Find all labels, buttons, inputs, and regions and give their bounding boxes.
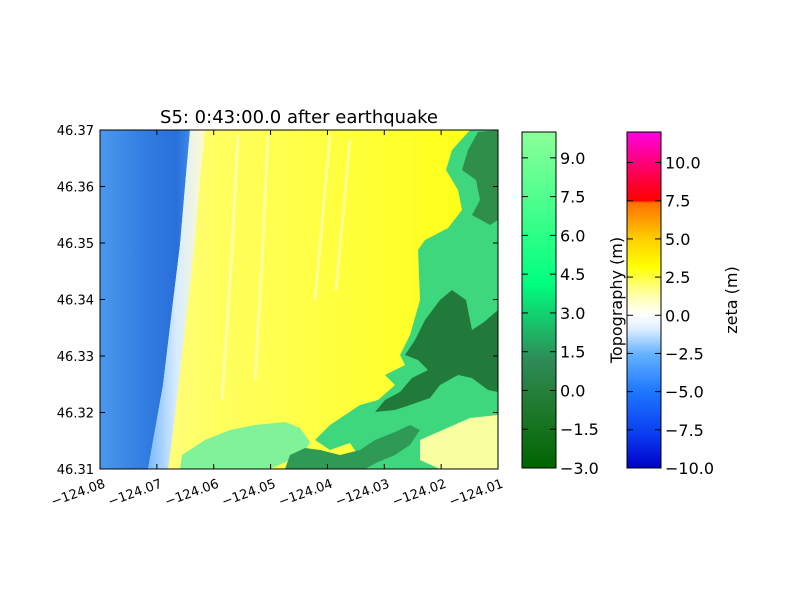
colorbar-tick-label: 6.0 — [560, 226, 585, 245]
zeta-colorbar-ramp — [626, 131, 662, 469]
x-tick-label: −124.07 — [106, 477, 164, 510]
topography-colorbar-label: Topography (m) — [607, 237, 626, 364]
chart-title: S5: 0:43:00.0 after earthquake — [160, 107, 438, 128]
y-tick-label: 46.32 — [57, 407, 94, 422]
flow-streaks — [220, 134, 352, 401]
zeta-colorbar-ticks: −10.0 −7.5 −5.0 −2.5 0.0 2.5 5.0 7.5 10.0 — [627, 154, 714, 478]
topography-colorbar-ramp — [521, 131, 557, 469]
dry-land-northeast — [315, 130, 498, 469]
colorbar-tick-label: 3.0 — [560, 304, 585, 323]
x-tick-label: −124.05 — [220, 477, 278, 510]
colorbar-tick-label: 0.0 — [665, 306, 690, 325]
x-tick-label: −124.02 — [390, 477, 448, 510]
coastal-patch-east — [420, 415, 498, 469]
high-topography-northeast — [462, 130, 498, 225]
x-tick-label: −124.01 — [447, 477, 505, 510]
topography-colorbar-ticks: −3.0 −1.5 0.0 1.5 3.0 4.5 6.0 7.5 9.0 — [522, 149, 599, 478]
colorbar-tick-label: 0.0 — [560, 381, 585, 400]
y-axis: 46.31 46.32 46.33 46.34 46.35 46.36 46.37 — [57, 124, 498, 478]
dry-land-south — [180, 422, 310, 469]
colorbar-tick-label: 1.5 — [560, 343, 585, 362]
colorbar-tick-label: 7.5 — [560, 188, 585, 207]
colorbar-tick-label: 7.5 — [665, 192, 690, 211]
colorbar-tick-label: 9.0 — [560, 149, 585, 168]
surf-zone-layer — [148, 130, 205, 469]
y-tick-label: 46.36 — [57, 181, 94, 196]
colorbar-tick-label: 5.0 — [665, 230, 690, 249]
colorbar-tick-label: −10.0 — [665, 459, 714, 478]
colorbar-tick-label: 2.5 — [665, 268, 690, 287]
topography-colorbar: −3.0 −1.5 0.0 1.5 3.0 4.5 6.0 7.5 9.0 Topography… — [521, 131, 626, 478]
colorbar-tick-label: −5.0 — [665, 383, 704, 402]
low-topography-south — [285, 425, 420, 469]
y-tick-label: 46.35 — [57, 237, 94, 252]
ocean-layer — [100, 130, 190, 469]
colorbar-tick-label: −2.5 — [665, 344, 704, 363]
y-tick-label: 46.37 — [57, 124, 94, 139]
y-tick-label: 46.34 — [57, 294, 94, 309]
map-heatmap — [100, 130, 498, 469]
x-tick-label: −124.03 — [334, 477, 392, 510]
zeta-colorbar: −10.0 −7.5 −5.0 −2.5 0.0 2.5 5.0 7.5 10.0 zeta (… — [626, 131, 741, 478]
x-tick-label: −124.04 — [277, 477, 335, 510]
x-tick-label: −124.08 — [49, 477, 107, 510]
y-tick-label: 46.31 — [57, 463, 94, 478]
high-topography-east — [375, 290, 498, 412]
colorbar-tick-label: −3.0 — [560, 459, 599, 478]
y-tick-label: 46.33 — [57, 350, 94, 365]
colorbar-tick-label: 10.0 — [665, 154, 701, 173]
colorbar-tick-label: 4.5 — [560, 265, 585, 284]
colorbar-tick-label: −7.5 — [665, 421, 704, 440]
x-tick-label: −124.06 — [163, 477, 221, 510]
colorbar-tick-label: −1.5 — [560, 420, 599, 439]
zeta-colorbar-label: zeta (m) — [722, 266, 741, 333]
